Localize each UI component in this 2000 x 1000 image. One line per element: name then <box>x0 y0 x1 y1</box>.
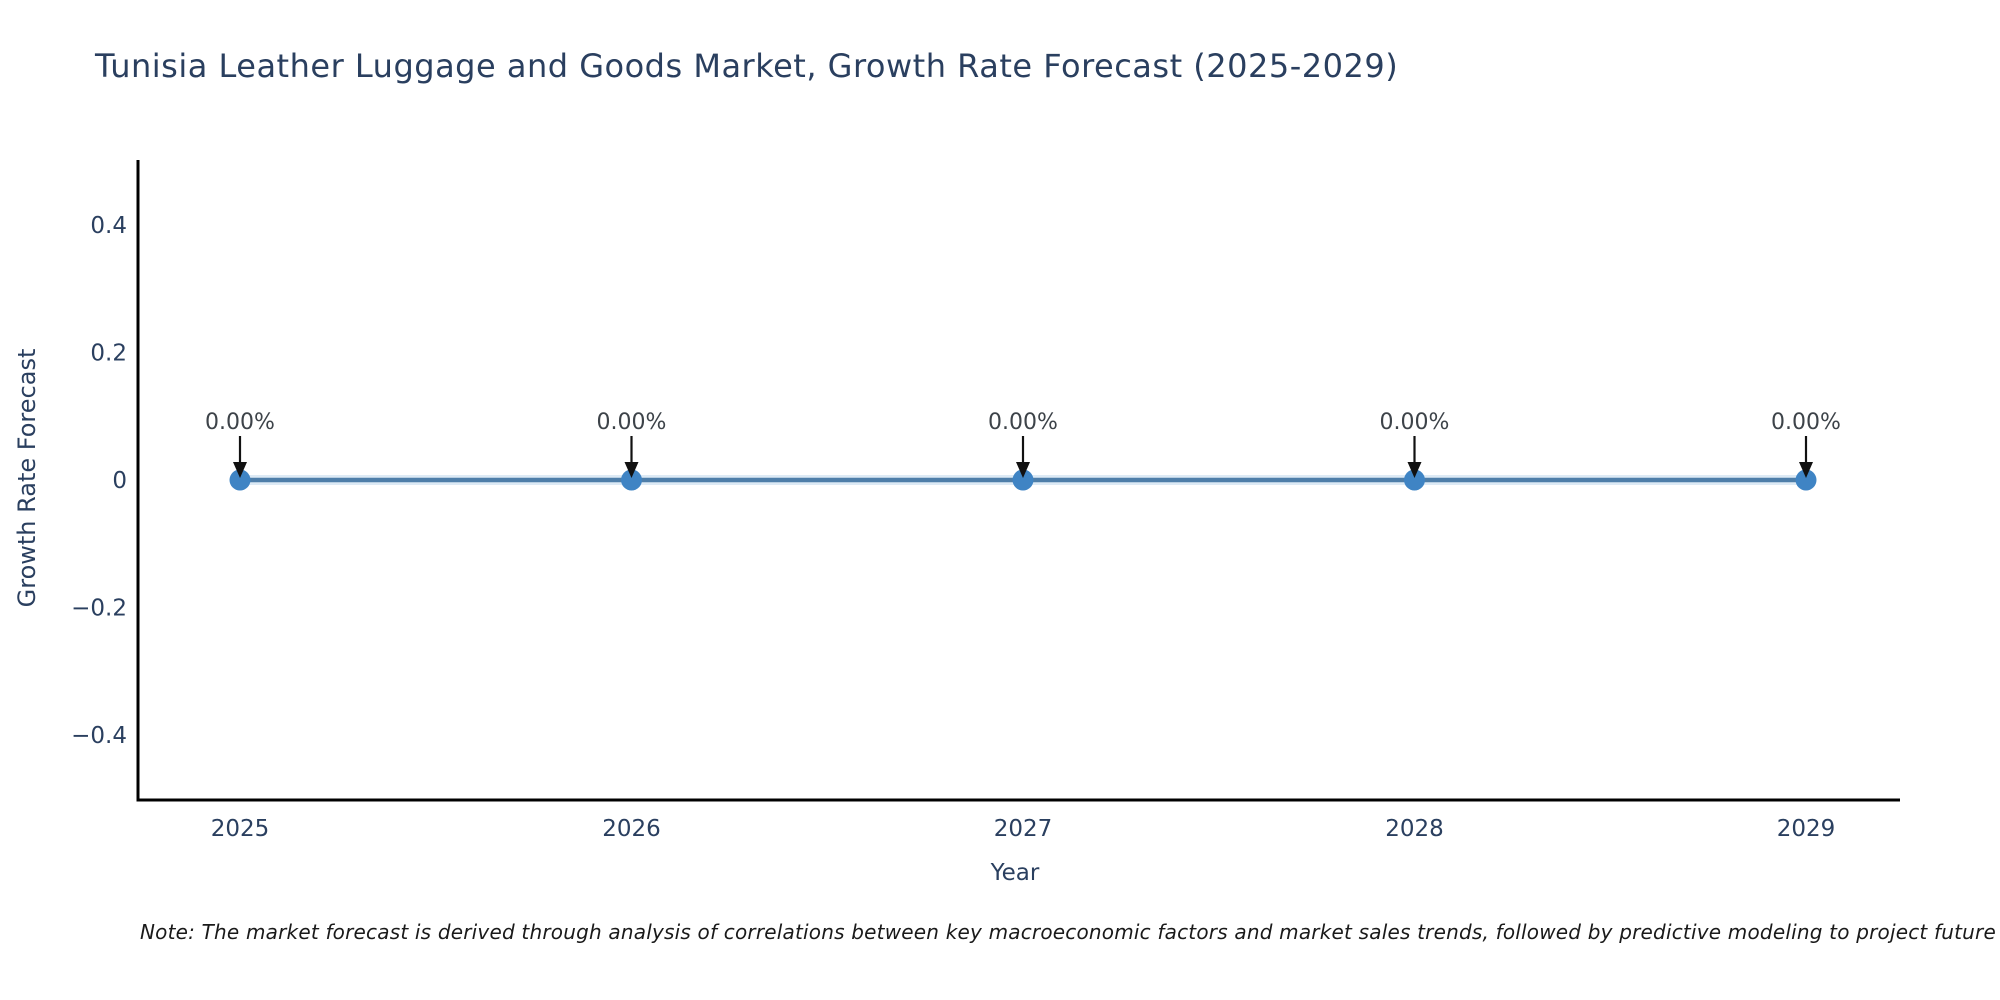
annotation-arrowhead <box>1016 462 1030 478</box>
annotation-arrowhead <box>1799 462 1813 478</box>
y-tick-label: −0.4 <box>71 723 127 749</box>
data-point-marker <box>621 469 642 491</box>
annotation-arrowhead <box>1407 462 1422 478</box>
chart-title: Tunisia Leather Luggage and Goods Market… <box>95 47 1399 85</box>
x-axis-title: Year <box>990 860 1040 886</box>
x-tick-label: 2027 <box>994 816 1053 842</box>
y-tick-label: −0.2 <box>71 596 127 622</box>
data-point-marker <box>1012 469 1034 491</box>
data-point-marker <box>229 469 251 491</box>
annotation-label: 0.00% <box>205 410 275 435</box>
data-point-marker <box>1795 469 1817 491</box>
y-tick-label: 0 <box>112 468 127 494</box>
annotation-arrowhead <box>233 462 247 478</box>
annotation-label: 0.00% <box>1771 410 1841 435</box>
annotation-label: 0.00% <box>1380 410 1450 435</box>
x-tick-label: 2026 <box>602 816 661 842</box>
x-tick-label: 2025 <box>211 816 270 842</box>
y-tick-label: 0.4 <box>90 213 127 239</box>
data-point-marker <box>1404 469 1425 491</box>
annotation-arrowhead <box>624 462 639 478</box>
annotation-label: 0.00% <box>988 410 1058 435</box>
footnote: Note: The market forecast is derived thr… <box>140 920 2000 944</box>
x-tick-label: 2028 <box>1385 816 1444 842</box>
y-tick-label: 0.2 <box>90 341 127 367</box>
x-tick-label: 2029 <box>1777 816 1836 842</box>
annotation-label: 0.00% <box>597 410 667 435</box>
